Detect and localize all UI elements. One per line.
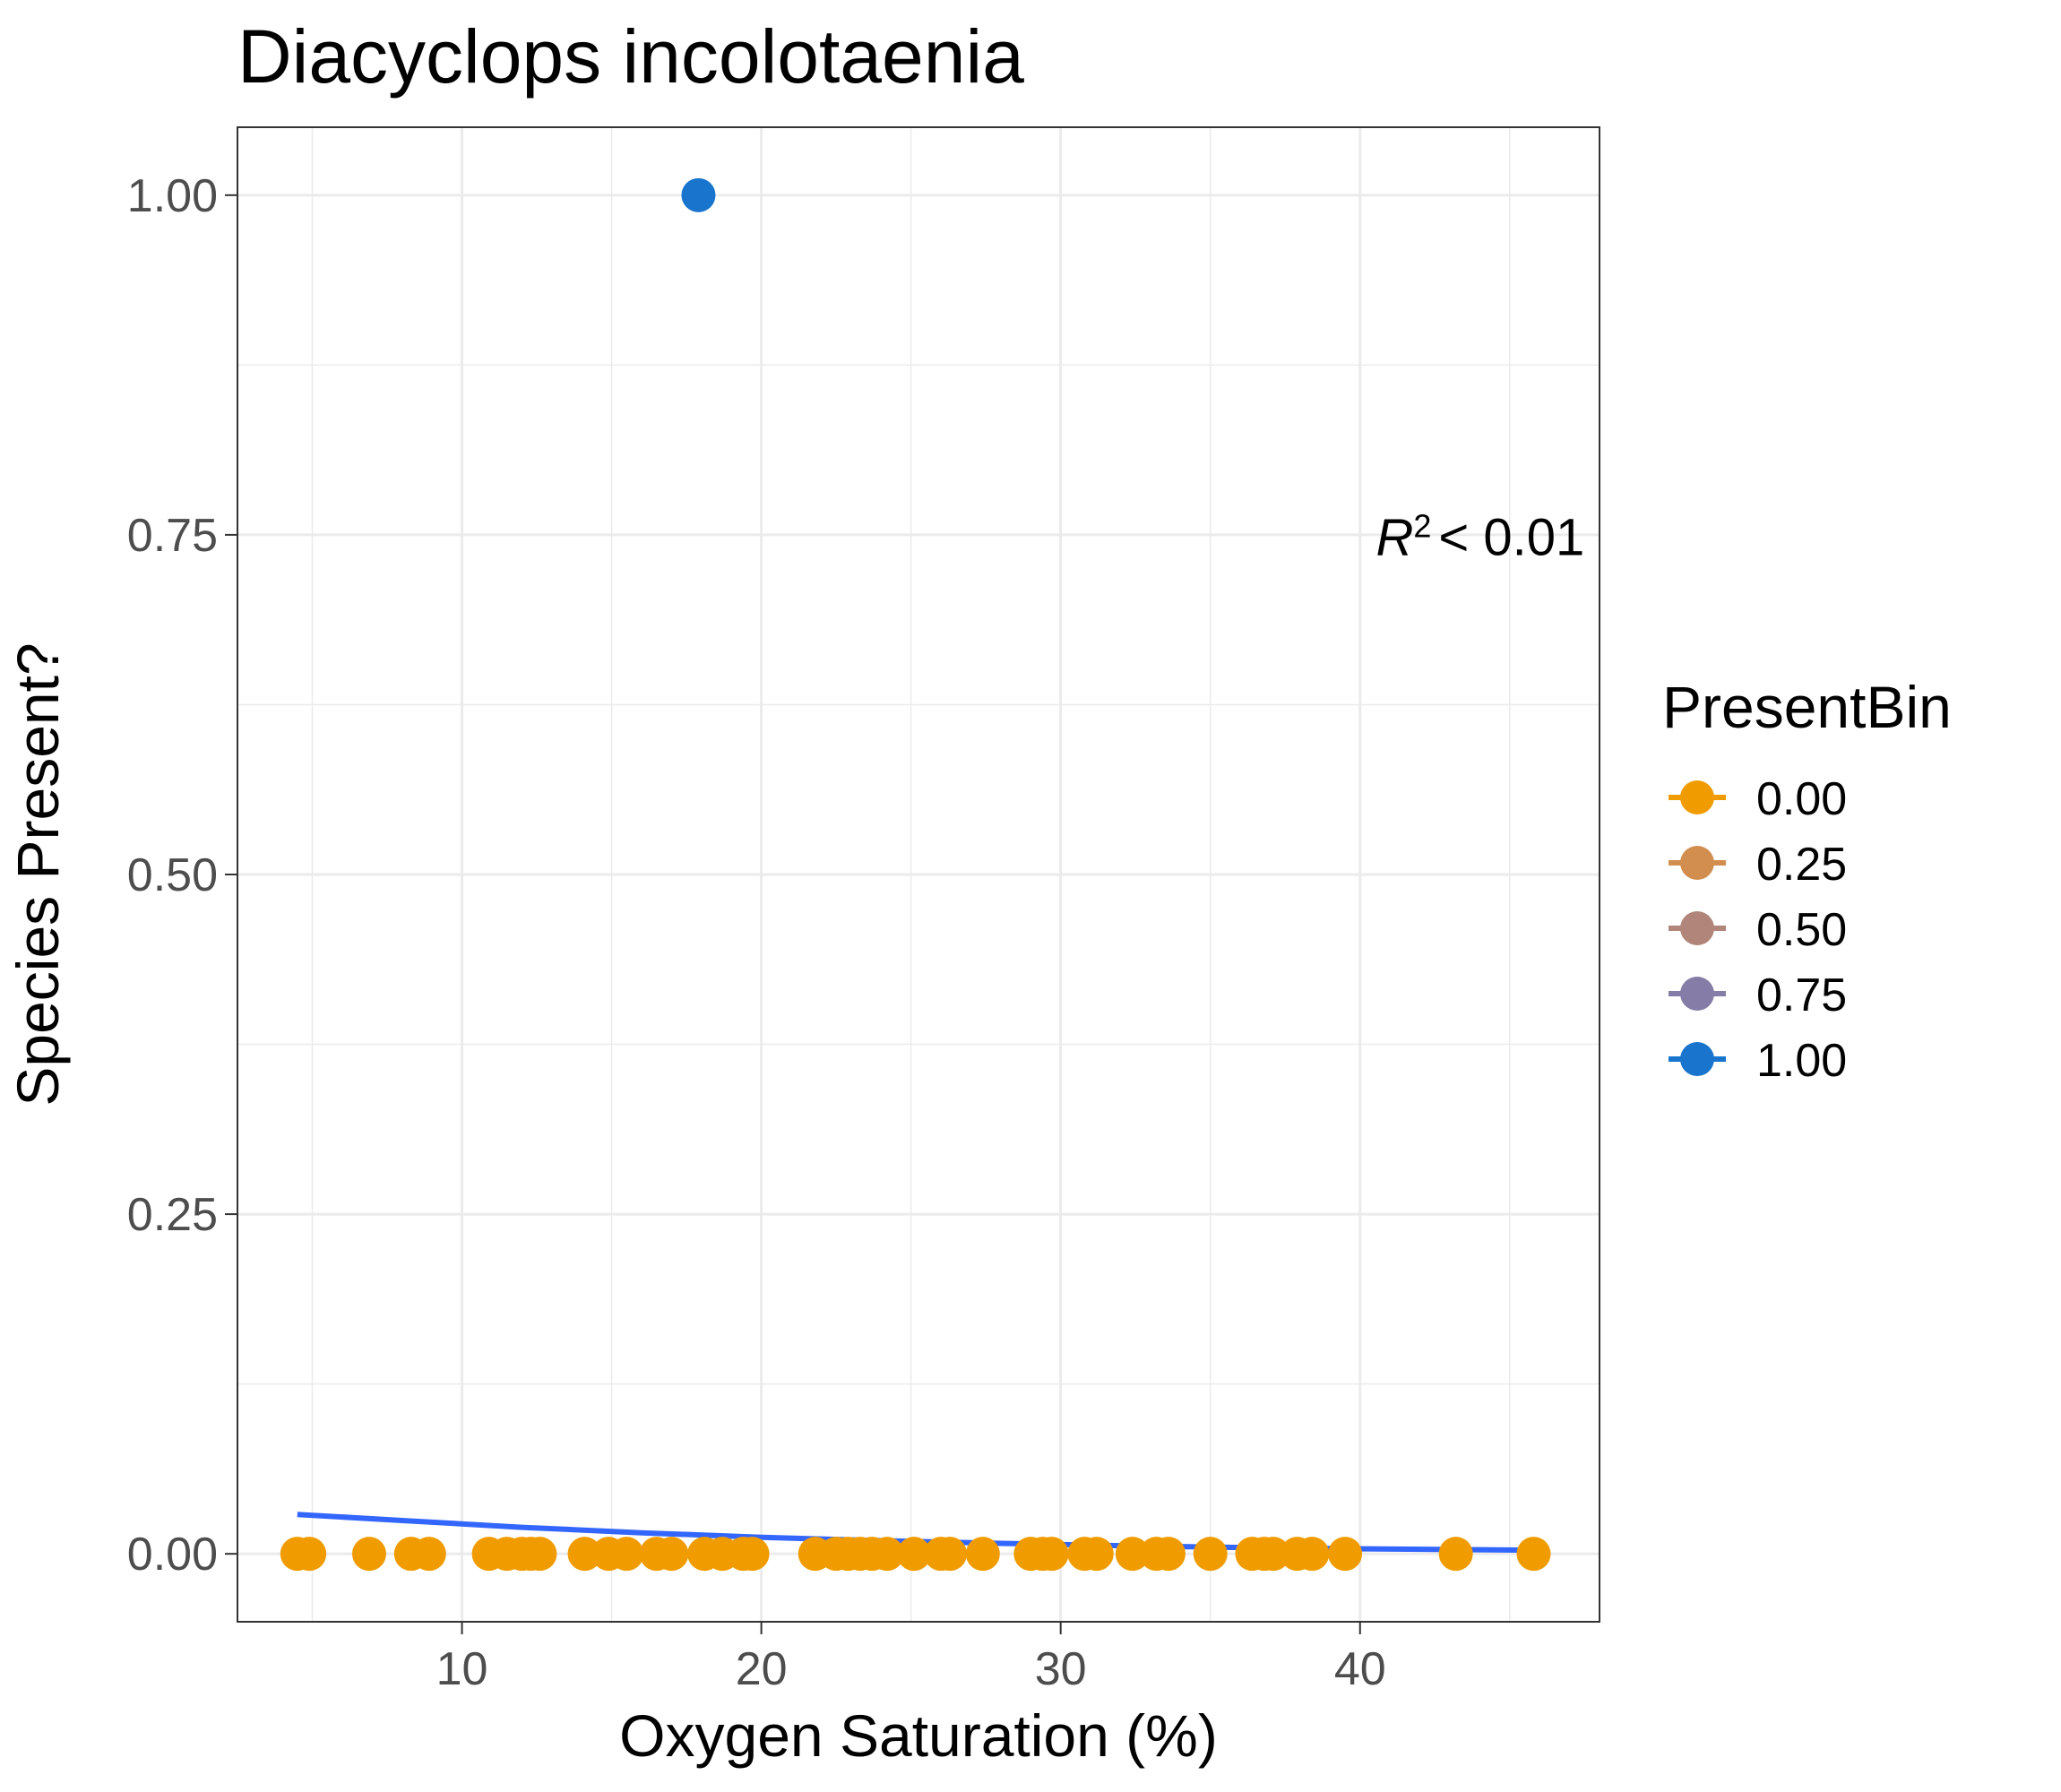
data-point	[351, 1537, 386, 1572]
data-point	[681, 177, 716, 212]
x-tick-label: 40	[1334, 1643, 1386, 1695]
data-point	[1328, 1537, 1363, 1572]
data-point	[735, 1537, 770, 1572]
legend-key	[1669, 1042, 1726, 1076]
data-point	[411, 1537, 446, 1572]
x-tick-label: 10	[436, 1643, 488, 1695]
data-point	[1516, 1537, 1551, 1572]
x-tick-label: 20	[736, 1643, 788, 1695]
legend-label: 1.00	[1756, 1035, 1847, 1087]
data-point	[1079, 1537, 1114, 1572]
chart-title: Diacyclops incolotaenia	[237, 14, 1024, 99]
legend-key	[1669, 780, 1726, 814]
data-point	[869, 1537, 904, 1572]
data-point	[1034, 1537, 1069, 1572]
data-point	[1295, 1537, 1330, 1572]
r-squared-annotation: R2 < 0.01	[1375, 507, 1584, 567]
data-point	[292, 1537, 327, 1572]
points-layer	[280, 177, 1551, 1572]
legend-label: 0.75	[1756, 969, 1847, 1021]
x-axis-title: Oxygen Saturation (%)	[619, 1702, 1218, 1769]
x-tick-label: 30	[1035, 1643, 1087, 1695]
data-point	[933, 1537, 968, 1572]
y-tick-label: 0.50	[127, 849, 218, 901]
y-axis-title: Species Present?	[4, 642, 71, 1106]
r-squared-value: < 0.01	[1438, 509, 1584, 567]
data-point	[1115, 1537, 1150, 1572]
y-tick-label: 0.75	[127, 510, 218, 562]
legend-key	[1669, 911, 1726, 945]
data-point	[1193, 1537, 1228, 1572]
legend-key-point	[1680, 911, 1714, 945]
y-tick-label: 0.25	[127, 1189, 218, 1241]
legend-key-point	[1680, 1042, 1714, 1076]
y-tick-label: 0.00	[127, 1529, 218, 1581]
data-point	[965, 1537, 1000, 1572]
r-squared-symbol: R	[1375, 509, 1413, 567]
data-point	[654, 1537, 689, 1572]
legend: PresentBin 0.00 0.25 0.50 0.75 1.00	[1662, 674, 1952, 1087]
data-point	[1255, 1537, 1290, 1572]
legend-label: 0.00	[1756, 773, 1847, 825]
data-point	[609, 1537, 644, 1572]
data-point	[896, 1537, 931, 1572]
legend-key	[1669, 977, 1726, 1011]
r-squared-exponent: 2	[1413, 507, 1431, 544]
data-point	[567, 1537, 602, 1572]
legend-title: PresentBin	[1662, 674, 1952, 740]
legend-key-point	[1680, 846, 1714, 880]
y-axis: 0.00 0.25 0.50 0.75 1.00	[127, 170, 237, 1581]
x-axis: 10 20 30 40	[436, 1622, 1386, 1695]
data-point	[1438, 1537, 1473, 1572]
legend-label: 0.25	[1756, 839, 1847, 891]
data-point	[1151, 1537, 1186, 1572]
legend-key-point	[1680, 780, 1714, 814]
legend-label: 0.50	[1756, 904, 1847, 956]
grid	[237, 127, 1600, 1622]
y-tick-label: 1.00	[127, 170, 218, 222]
legend-key-point	[1680, 977, 1714, 1011]
data-point	[522, 1537, 557, 1572]
legend-key	[1669, 846, 1726, 880]
